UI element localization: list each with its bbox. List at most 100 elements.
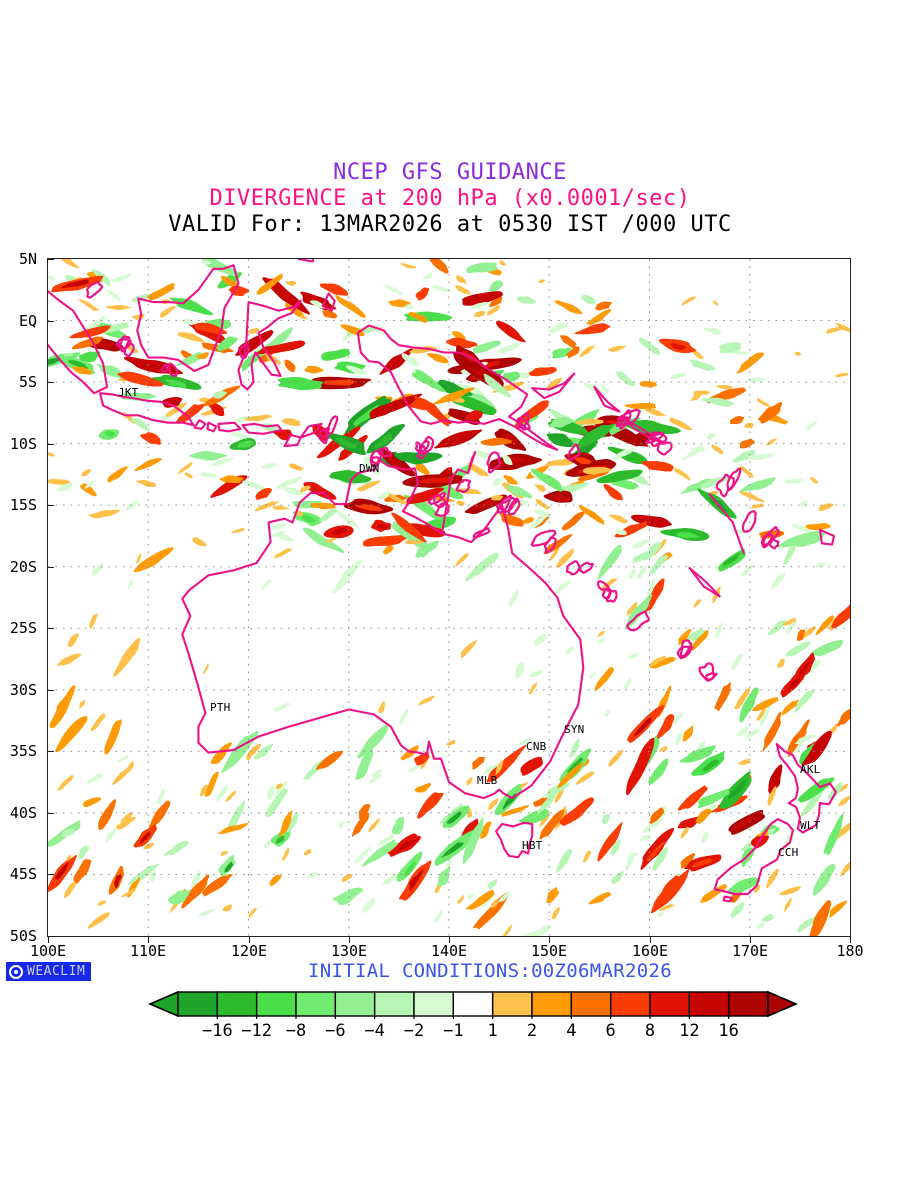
field-cell: [446, 811, 462, 824]
field-cell: [356, 480, 381, 492]
field-cell: [452, 331, 466, 341]
field-cell: [639, 380, 658, 388]
lon-tick: [549, 936, 550, 943]
field-cell: [60, 259, 79, 269]
field-cell: [140, 831, 151, 844]
field-cell: [747, 377, 766, 382]
field-cell: [757, 398, 772, 409]
divergence-contour: [565, 560, 581, 576]
divergence-contour: [605, 589, 618, 603]
field-cell: [227, 798, 246, 833]
field-cell: [548, 322, 569, 333]
divergence-contour: [615, 409, 642, 428]
field-cell: [182, 318, 195, 325]
field-cell: [373, 433, 393, 450]
field-cell: [415, 287, 430, 301]
field-cell: [728, 350, 751, 355]
field-cell: [646, 577, 656, 597]
colorbar-band: [649, 991, 691, 1017]
field-cell: [165, 402, 188, 417]
field-cell: [400, 263, 417, 269]
field-cell: [332, 887, 365, 905]
field-cell: [701, 397, 734, 407]
field-cell: [578, 505, 605, 525]
field-cell: [262, 463, 277, 469]
field-cell: [283, 486, 309, 496]
field-cell: [86, 773, 103, 785]
field-cell: [731, 653, 744, 671]
field-cell: [94, 341, 115, 348]
field-cell: [399, 708, 409, 725]
field-cell: [813, 733, 830, 757]
field-cell: [222, 904, 232, 912]
colorbar-tick-label: −8: [285, 1021, 307, 1041]
field-cell: [692, 858, 713, 868]
field-cell: [533, 634, 547, 646]
lat-tick: [47, 936, 54, 937]
field-cell: [692, 351, 704, 360]
field-cell: [797, 916, 817, 933]
field-cell: [234, 415, 249, 424]
field-cell: [796, 629, 806, 641]
colorbar-band: [413, 991, 455, 1017]
lon-tick: [850, 936, 851, 943]
field-cell: [79, 699, 86, 709]
field-cell: [90, 712, 106, 732]
coastline: [193, 419, 207, 430]
field-cell: [423, 273, 433, 280]
field-cell: [111, 765, 133, 785]
field-cell: [176, 403, 205, 423]
field-cell: [538, 279, 546, 284]
field-cell: [744, 422, 754, 429]
lat-tick: [47, 444, 54, 445]
field-cell: [135, 553, 142, 564]
divergence-contour: [326, 415, 339, 435]
field-cell: [626, 602, 638, 617]
field-cell: [194, 322, 229, 335]
lat-label: 50S: [9, 927, 37, 945]
field-cell: [48, 478, 71, 485]
field-cell: [167, 890, 194, 905]
field-cell: [843, 608, 850, 618]
field-cell: [522, 929, 545, 936]
field-cell: [390, 521, 432, 553]
lat-tick: [47, 567, 54, 568]
field-cell: [768, 620, 787, 635]
field-cell: [752, 697, 779, 711]
city-label-cnb: CNB: [526, 740, 547, 753]
coastline: [356, 324, 559, 451]
field-cell: [739, 564, 755, 577]
lat-tick: [47, 321, 54, 322]
field-cell: [641, 461, 674, 472]
coastline: [818, 528, 836, 546]
field-cell: [274, 532, 296, 542]
field-cell: [489, 296, 503, 308]
field-cell: [287, 813, 299, 833]
field-cell: [275, 476, 303, 490]
field-cell: [501, 455, 513, 465]
field-cell: [596, 469, 643, 484]
field-cell: [378, 701, 386, 714]
field-cell: [177, 462, 193, 474]
field-cell: [408, 312, 428, 323]
field-cell: [605, 710, 611, 718]
field-cell: [681, 296, 697, 306]
field-cell: [190, 870, 202, 888]
field-cell: [89, 613, 98, 629]
field-cell: [413, 395, 452, 427]
divergence-contour: [455, 479, 472, 494]
field-cell: [714, 680, 731, 712]
field-cell: [196, 352, 210, 360]
field-cell: [645, 408, 667, 417]
field-cell: [782, 617, 797, 626]
field-cell: [701, 831, 709, 844]
field-cell: [84, 479, 96, 489]
field-cell: [677, 785, 708, 811]
lat-tick: [47, 259, 54, 260]
field-cell: [575, 418, 604, 425]
field-cell: [657, 714, 675, 739]
field-cell: [745, 729, 760, 740]
field-cell: [505, 485, 533, 499]
lat-label: 5N: [18, 250, 37, 268]
lat-tick: [47, 505, 54, 506]
